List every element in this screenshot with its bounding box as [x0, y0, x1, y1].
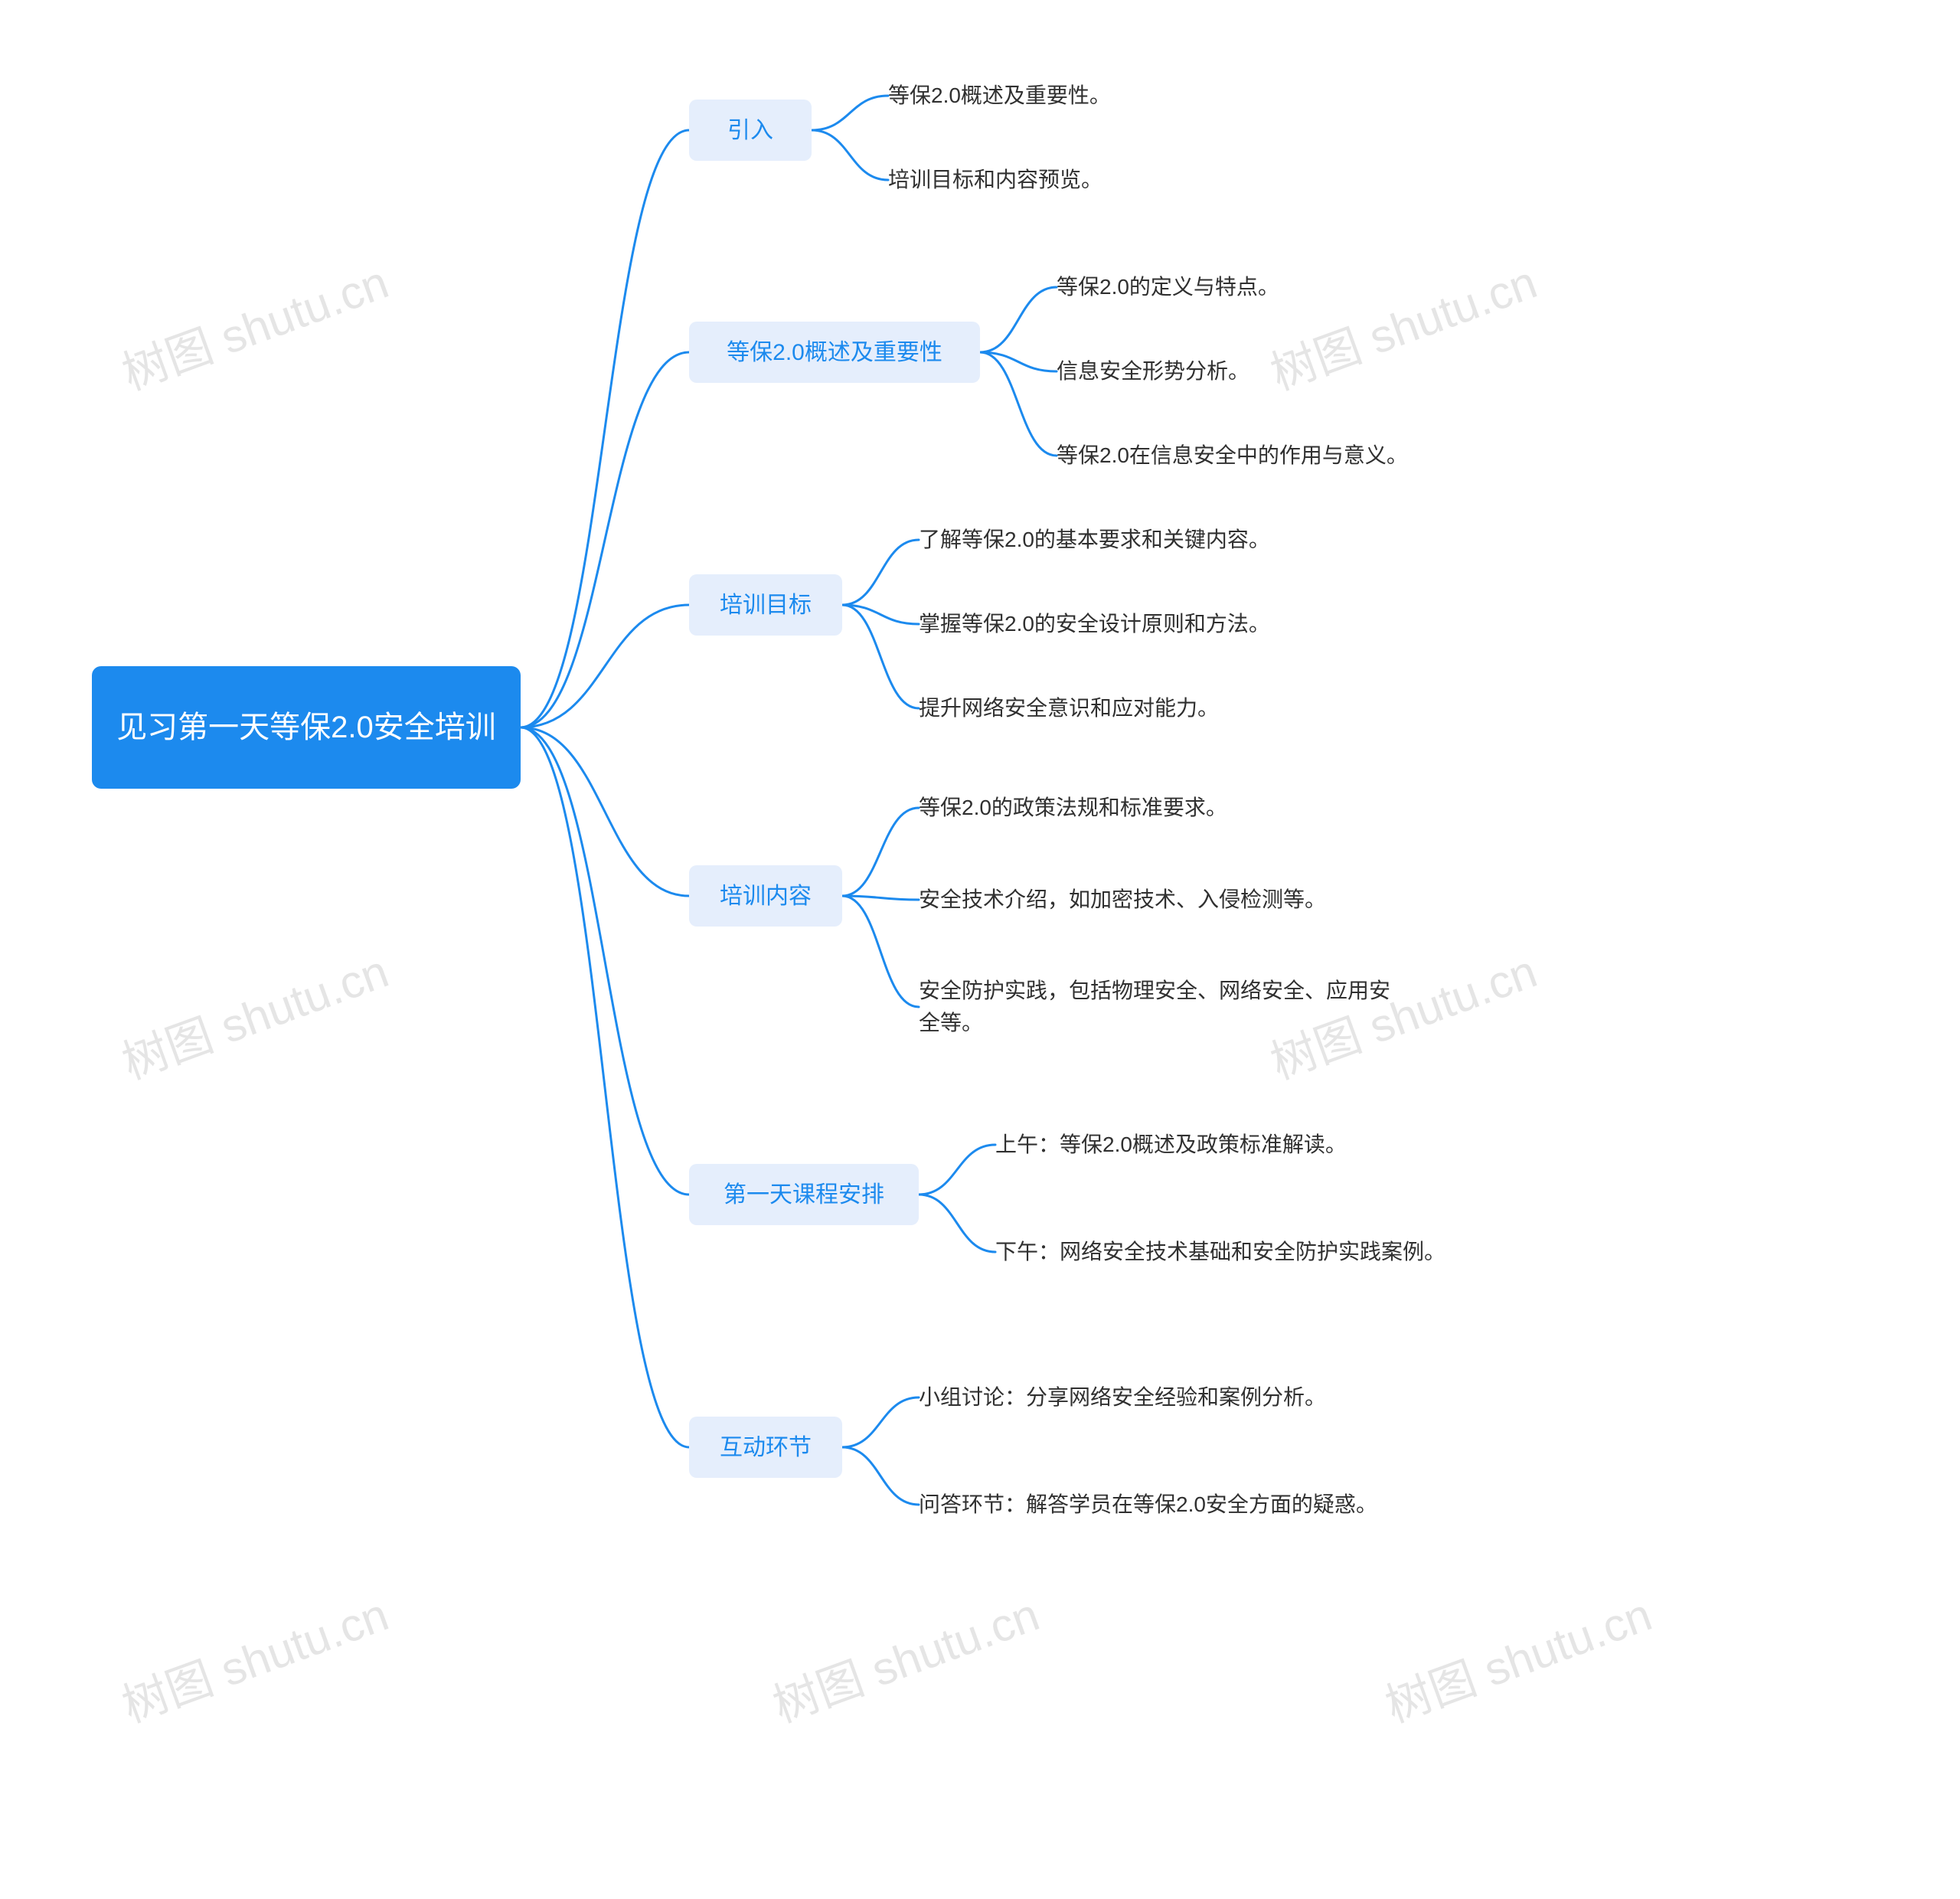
leaf-node: 等保2.0的定义与特点。	[1057, 268, 1547, 306]
branch-node: 培训目标	[689, 574, 842, 636]
leaf-node: 等保2.0概述及重要性。	[888, 77, 1378, 115]
watermark: 树图 shutu.cn	[763, 1577, 1047, 1735]
leaf-node: 培训目标和内容预览。	[888, 161, 1378, 199]
watermark: 树图 shutu.cn	[112, 1577, 396, 1735]
watermark: 树图 shutu.cn	[112, 245, 396, 403]
leaf-node: 等保2.0在信息安全中的作用与意义。	[1057, 436, 1547, 475]
branch-node: 引入	[689, 100, 812, 161]
branch-node: 互动环节	[689, 1417, 842, 1478]
leaf-node: 信息安全形势分析。	[1057, 352, 1547, 391]
connectors-svg	[0, 0, 1960, 1899]
leaf-node: 下午：网络安全技术基础和安全防护实践案例。	[995, 1218, 1485, 1286]
root-node: 见习第一天等保2.0安全培训	[92, 666, 521, 789]
leaf-node: 小组讨论：分享网络安全经验和案例分析。	[919, 1378, 1409, 1417]
branch-node: 第一天课程安排	[689, 1164, 919, 1225]
leaf-node: 等保2.0的政策法规和标准要求。	[919, 789, 1409, 827]
branch-node: 等保2.0概述及重要性	[689, 322, 980, 383]
leaf-node: 安全防护实践，包括物理安全、网络安全、应用安全等。	[919, 972, 1409, 1041]
watermark: 树图 shutu.cn	[1375, 1577, 1659, 1735]
leaf-node: 掌握等保2.0的安全设计原则和方法。	[919, 605, 1409, 643]
leaf-node: 问答环节：解答学员在等保2.0安全方面的疑惑。	[919, 1470, 1409, 1539]
mindmap-canvas: 见习第一天等保2.0安全培训 引入 等保2.0概述及重要性。培训目标和内容预览。等保…	[0, 0, 1960, 1899]
leaf-node: 安全技术介绍，如加密技术、入侵检测等。	[919, 881, 1409, 919]
leaf-node: 了解等保2.0的基本要求和关键内容。	[919, 521, 1409, 559]
leaf-node: 上午：等保2.0概述及政策标准解读。	[995, 1126, 1485, 1164]
branch-node: 培训内容	[689, 865, 842, 927]
watermark: 树图 shutu.cn	[112, 934, 396, 1092]
leaf-node: 提升网络安全意识和应对能力。	[919, 689, 1409, 727]
